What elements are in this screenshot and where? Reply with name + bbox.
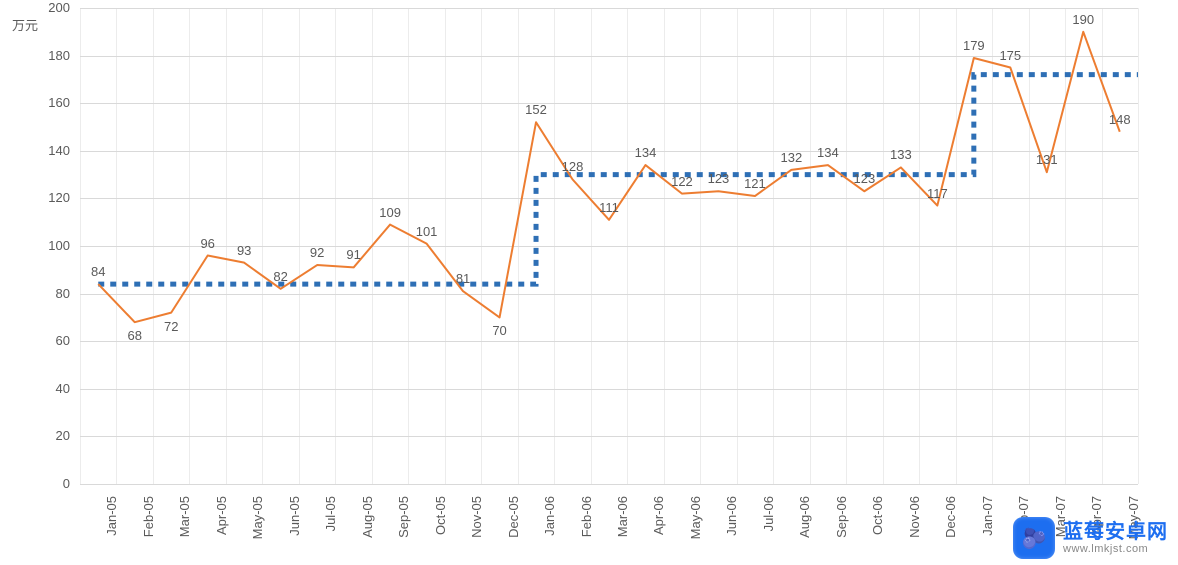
- data-label: 72: [164, 319, 178, 334]
- data-label: 123: [854, 171, 876, 186]
- x-tick-label: Mar-06: [615, 496, 630, 552]
- data-label: 82: [273, 269, 287, 284]
- data-label: 122: [671, 174, 693, 189]
- data-label: 123: [708, 171, 730, 186]
- x-tick-label: Apr-05: [214, 496, 229, 552]
- watermark: 🫐 蓝莓安卓网 www.lmkjst.com: [1013, 517, 1168, 559]
- data-label: 111: [599, 200, 619, 215]
- data-label: 68: [127, 328, 141, 343]
- x-tick-label: May-05: [250, 496, 265, 552]
- watermark-url: www.lmkjst.com: [1063, 543, 1168, 555]
- x-tick-label: Sep-06: [834, 496, 849, 552]
- x-tick-label: Jul-05: [323, 496, 338, 552]
- data-label: 133: [890, 147, 912, 162]
- x-tick-label: Oct-05: [433, 496, 448, 552]
- x-tick-label: Dec-06: [943, 496, 958, 552]
- x-tick-label: Mar-05: [177, 496, 192, 552]
- x-tick-label: Aug-05: [360, 496, 375, 552]
- watermark-text: 蓝莓安卓网 www.lmkjst.com: [1063, 521, 1168, 555]
- data-label: 70: [492, 323, 506, 338]
- data-label: 152: [525, 102, 547, 117]
- data-label: 131: [1036, 152, 1058, 167]
- data-label: 81: [456, 271, 470, 286]
- x-tick-label: Feb-06: [579, 496, 594, 552]
- x-tick-label: Oct-06: [870, 496, 885, 552]
- data-label: 132: [781, 150, 803, 165]
- data-label: 96: [200, 236, 214, 251]
- x-tick-label: Apr-06: [651, 496, 666, 552]
- data-label: 148: [1109, 112, 1131, 127]
- data-label: 101: [416, 224, 438, 239]
- x-tick-label: Jul-06: [761, 496, 776, 552]
- line-chart: 万元 020406080100120140160180200 846872969…: [0, 0, 1178, 565]
- data-label: 91: [346, 247, 360, 262]
- data-label: 190: [1072, 12, 1094, 27]
- x-tick-label: Jan-07: [980, 496, 995, 552]
- x-tick-label: Jun-05: [287, 496, 302, 552]
- data-label: 179: [963, 38, 985, 53]
- data-label: 109: [379, 205, 401, 220]
- data-label: 134: [635, 145, 657, 160]
- x-tick-label: Feb-05: [141, 496, 156, 552]
- x-tick-label: Dec-05: [506, 496, 521, 552]
- data-label: 134: [817, 145, 839, 160]
- data-label: 128: [562, 159, 584, 174]
- data-label: 175: [999, 48, 1021, 63]
- data-label: 84: [91, 264, 105, 279]
- x-tick-label: Sep-05: [396, 496, 411, 552]
- x-tick-label: Jan-06: [542, 496, 557, 552]
- x-tick-label: Nov-06: [907, 496, 922, 552]
- blueberry-glyph: 🫐: [1022, 526, 1047, 551]
- x-tick-label: Aug-06: [797, 496, 812, 552]
- data-label: 117: [927, 186, 948, 201]
- blueberry-icon: 🫐: [1013, 517, 1055, 559]
- x-tick-label: May-06: [688, 496, 703, 552]
- step-series-line: [98, 75, 1138, 284]
- data-label: 93: [237, 243, 251, 258]
- x-tick-label: Jan-05: [104, 496, 119, 552]
- data-label: 92: [310, 245, 324, 260]
- data-label: 121: [744, 176, 766, 191]
- watermark-title: 蓝莓安卓网: [1063, 521, 1168, 543]
- plot-area: [0, 0, 1178, 565]
- x-tick-label: Jun-06: [724, 496, 739, 552]
- x-tick-label: Nov-05: [469, 496, 484, 552]
